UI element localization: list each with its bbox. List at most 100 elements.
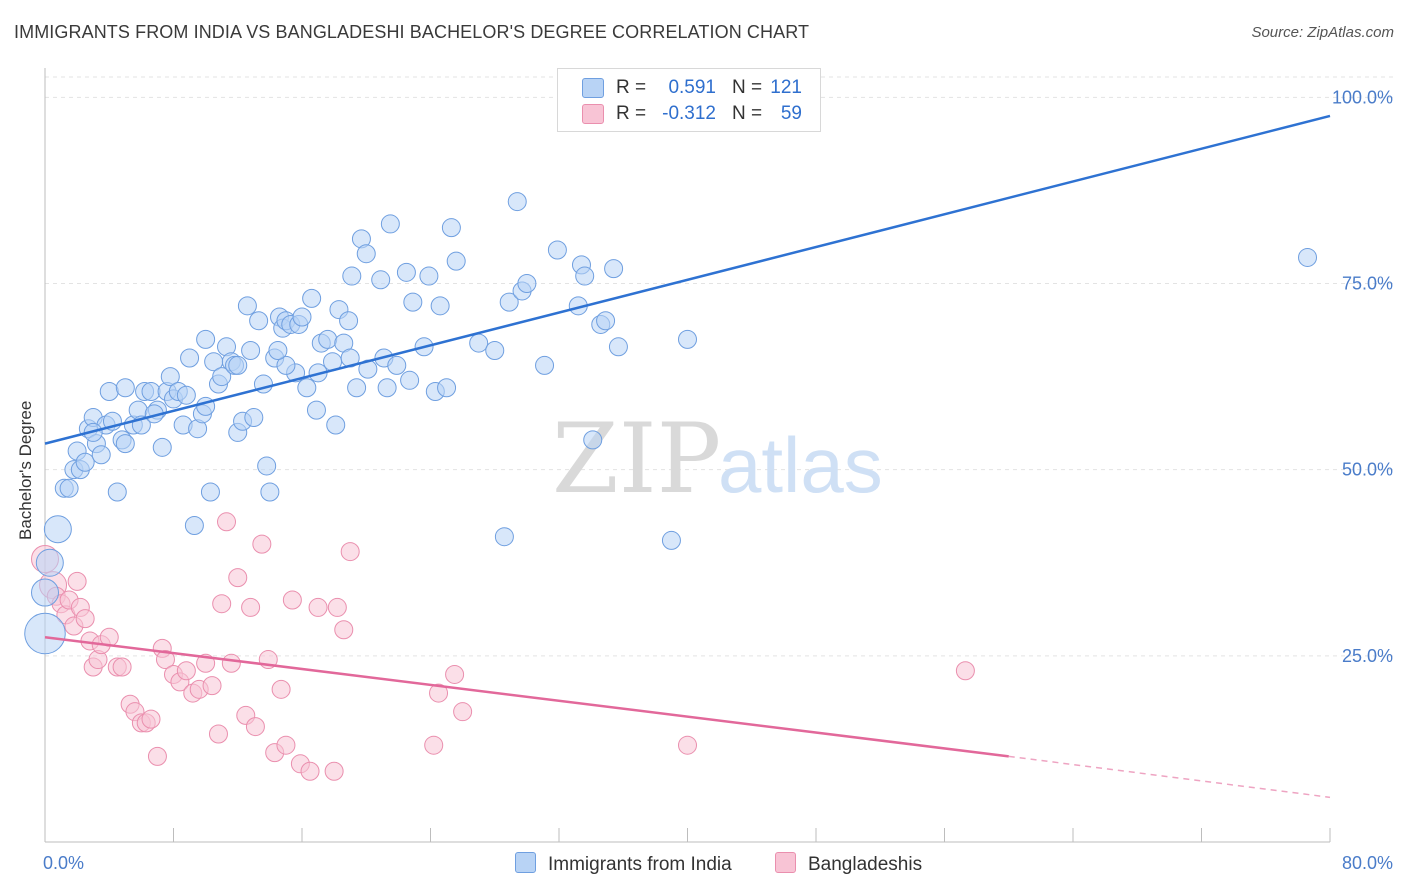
india-point [380, 214, 400, 234]
y-tick-label: 75.0% [1342, 274, 1393, 294]
india-point [446, 251, 466, 271]
watermark-zip: ZIP [552, 403, 721, 515]
bangladeshis-point [252, 534, 272, 554]
india-point [347, 378, 367, 398]
bangladesh-swatch [775, 852, 796, 873]
india-point [441, 218, 461, 238]
india-swatch [582, 78, 604, 98]
india-point [371, 270, 391, 290]
india-point [176, 385, 196, 405]
bottom-legend-bangladesh: Bangladeshis [775, 852, 922, 876]
india-point [403, 292, 423, 312]
bangladeshis-point [217, 512, 237, 532]
india-trendline [44, 114, 1331, 445]
india-point [342, 266, 362, 286]
india-point [469, 333, 489, 353]
india-point [228, 355, 248, 375]
bangladeshis-point [276, 735, 296, 755]
bangladeshis-point [202, 676, 222, 696]
watermark-atlas: atlas [718, 421, 883, 509]
india-point [43, 515, 72, 544]
india-point [535, 355, 555, 375]
gridlines [45, 76, 1395, 657]
y-axis-label: Bachelor's Degree [16, 400, 35, 540]
india-point [244, 408, 264, 428]
bangladeshis-point [340, 542, 360, 562]
india-point [31, 578, 59, 607]
india-point [400, 370, 420, 390]
bangladeshis-point [67, 571, 87, 591]
legend-n-label: N = [732, 103, 763, 124]
bangladeshis-point [241, 597, 261, 617]
india-point [608, 337, 628, 357]
x-tick-label: 0.0% [43, 853, 84, 873]
india-point [396, 262, 416, 282]
india-point [306, 400, 326, 420]
india-point [339, 311, 359, 331]
bottom-legend-india: Immigrants from India [515, 852, 732, 876]
bangladeshis-point [308, 597, 328, 617]
india-point [200, 482, 220, 502]
india-point [678, 329, 697, 349]
y-tick-label: 50.0% [1342, 460, 1393, 480]
india-point [184, 516, 204, 536]
y-tick-label: 25.0% [1342, 646, 1393, 666]
india-point [99, 381, 119, 401]
india-point [249, 311, 269, 331]
india-point [115, 434, 135, 454]
legend-r-value: -0.312 [662, 103, 716, 124]
india-point [437, 378, 457, 398]
india-point [268, 341, 288, 361]
bangladesh-legend-label: Bangladeshis [808, 854, 923, 875]
india-point [604, 259, 624, 279]
india-point [583, 430, 603, 450]
india-point [196, 329, 216, 349]
india-point [152, 437, 172, 457]
india-points [24, 192, 1318, 655]
bangladeshis-point [212, 594, 232, 614]
india-legend-label: Immigrants from India [548, 854, 732, 875]
bangladeshis-point [141, 709, 161, 729]
india-point [517, 274, 537, 294]
y-tick-label: 100.0% [1332, 87, 1393, 107]
legend-r-value: 0.591 [668, 77, 716, 98]
india-point [419, 266, 439, 286]
india-point [1298, 247, 1318, 267]
bangladeshis-point [424, 735, 444, 755]
bangladeshis-point [324, 761, 344, 781]
bangladeshis-point [155, 650, 175, 670]
india-point [494, 527, 514, 547]
india-point [237, 296, 257, 316]
watermark: ZIP atlas [552, 403, 883, 515]
bangladeshis-point [176, 661, 196, 681]
india-point [430, 296, 450, 316]
legend-r-label: R = [616, 77, 647, 98]
india-point [387, 355, 407, 375]
india-point [499, 292, 519, 312]
india-point [35, 548, 64, 577]
legend-n-value: 59 [780, 103, 802, 124]
bangladesh-swatch [582, 104, 604, 124]
india-point [212, 367, 232, 387]
india-point [75, 452, 95, 472]
bangladeshis-point [228, 568, 248, 588]
india-point [141, 381, 161, 401]
bangladeshis-point [955, 661, 975, 681]
bangladeshis-point [453, 702, 473, 722]
india-point [257, 456, 277, 476]
india-point [485, 341, 505, 361]
axes [44, 68, 1331, 843]
india-point [318, 329, 338, 349]
bangladeshis-point [271, 679, 291, 699]
india-point [596, 311, 616, 331]
bangladeshis-point [327, 597, 347, 617]
bangladeshis-point [282, 590, 302, 610]
india-point [107, 482, 127, 502]
india-point [356, 244, 376, 264]
bangladeshis-point [445, 664, 465, 684]
india-point [24, 612, 66, 655]
india-point [547, 240, 567, 260]
india-point [115, 378, 135, 398]
india-point [297, 378, 317, 398]
bangladeshis-point [112, 657, 132, 677]
